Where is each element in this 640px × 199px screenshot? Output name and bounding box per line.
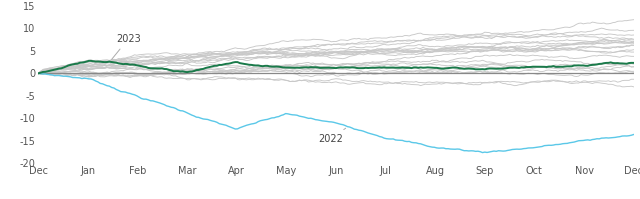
Text: 2023: 2023	[111, 34, 141, 60]
Text: 2022: 2022	[318, 128, 346, 144]
